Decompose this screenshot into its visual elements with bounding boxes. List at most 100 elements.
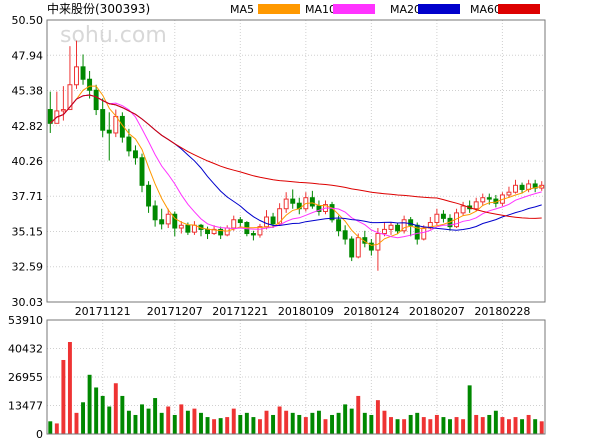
price-tick: 45.38 (12, 85, 44, 98)
candle-body (440, 213, 446, 219)
candle-body (178, 224, 184, 229)
ma-line (49, 94, 542, 219)
volume-bar (238, 414, 243, 434)
volume-bar (284, 410, 289, 434)
volume-bar (402, 419, 407, 434)
candle-body (480, 197, 486, 203)
candle-body (80, 66, 86, 80)
ma-line (49, 85, 542, 246)
candle-body (395, 224, 401, 232)
volume-bar (264, 410, 269, 434)
volume-bar (87, 374, 92, 434)
volume-bar (153, 398, 158, 434)
volume-bar (231, 408, 236, 434)
volume-bar (336, 412, 341, 434)
candle-body (427, 222, 433, 229)
volume-tick: 40432 (8, 343, 43, 356)
candle-body (355, 237, 361, 258)
volume-bar (251, 417, 256, 434)
candle-body (486, 197, 492, 200)
price-tick: 47.94 (12, 49, 44, 62)
date-tick: 20180228 (474, 305, 530, 318)
candle-body (47, 109, 53, 124)
candle-body (205, 228, 211, 235)
price-tick: 42.82 (12, 120, 44, 133)
legend-label: MA5 (230, 3, 254, 16)
volume-bar (415, 412, 420, 434)
volume-bar (533, 419, 538, 434)
volume-bar (474, 414, 479, 434)
candle-body (185, 224, 191, 233)
candle-body (132, 150, 138, 159)
candle-body (139, 157, 145, 186)
volume-bar (375, 400, 380, 434)
volume-bar (343, 404, 348, 434)
volume-bar (362, 412, 367, 434)
candle-body (250, 233, 256, 236)
candle-body (349, 238, 355, 258)
volume-bar (166, 406, 171, 434)
legend-swatch (498, 4, 540, 14)
volume-bar (330, 414, 335, 434)
volume-bar (356, 395, 361, 434)
candle-body (191, 224, 197, 233)
volume-bar (408, 414, 413, 434)
volume-tick: 0 (36, 428, 43, 440)
candle-body (519, 184, 525, 190)
date-tick: 20180124 (343, 305, 399, 318)
candle-body (388, 224, 394, 230)
volume-bar (454, 417, 459, 434)
volume-bar (140, 404, 144, 434)
volume-bar (323, 419, 328, 434)
legend-label: MA10 (305, 3, 336, 16)
candle-body (375, 233, 381, 251)
candle-body (401, 219, 407, 232)
candle-body (434, 213, 440, 224)
candle-body (218, 228, 224, 236)
volume-bar (48, 421, 53, 434)
legend-swatch (418, 4, 460, 14)
volume-bar (493, 410, 498, 434)
volume-bar (67, 342, 72, 434)
volume-bar (303, 417, 308, 434)
candle-body (146, 184, 152, 207)
volume-bar (271, 414, 276, 434)
volume-bar (369, 414, 374, 434)
volume-bars (48, 342, 544, 434)
candle-body (165, 213, 171, 225)
volume-bar (146, 408, 151, 434)
candle-body (513, 184, 518, 193)
volume-axis: 53910 40432 26955 13477 0 (8, 314, 43, 440)
date-tick: 20171207 (147, 305, 203, 318)
price-tick: 37.71 (12, 190, 44, 203)
volume-tick: 13477 (8, 400, 43, 413)
price-tick: 30.03 (12, 296, 44, 309)
volume-bar (506, 419, 511, 434)
volume-bar (520, 419, 525, 434)
volume-bar (480, 417, 485, 434)
candle-body (264, 216, 269, 228)
volume-bar (107, 406, 112, 434)
candle-body (93, 89, 99, 111)
volume-bar (277, 406, 282, 434)
volume-bar (74, 412, 79, 434)
volume-bar (81, 402, 86, 434)
moving-average-lines (49, 85, 542, 246)
candle-body (100, 109, 106, 131)
volume-bar (185, 410, 190, 434)
candle-body (74, 66, 79, 86)
price-axis: 50.50 47.94 45.38 42.82 40.26 37.71 35.15 32.59… (12, 14, 44, 309)
volume-bar (94, 387, 99, 434)
volume-bar (395, 419, 400, 434)
date-tick: 20171221 (212, 305, 268, 318)
volume-tick: 26955 (8, 371, 43, 384)
volume-bar (448, 419, 452, 434)
date-tick: 20180207 (409, 305, 465, 318)
volume-bar (113, 383, 118, 434)
volume-bar (257, 419, 262, 434)
volume-bar (172, 414, 177, 434)
volume-bar (500, 417, 505, 434)
frame (46, 19, 546, 435)
volume-bar (192, 408, 197, 434)
volume-bar (244, 412, 249, 434)
